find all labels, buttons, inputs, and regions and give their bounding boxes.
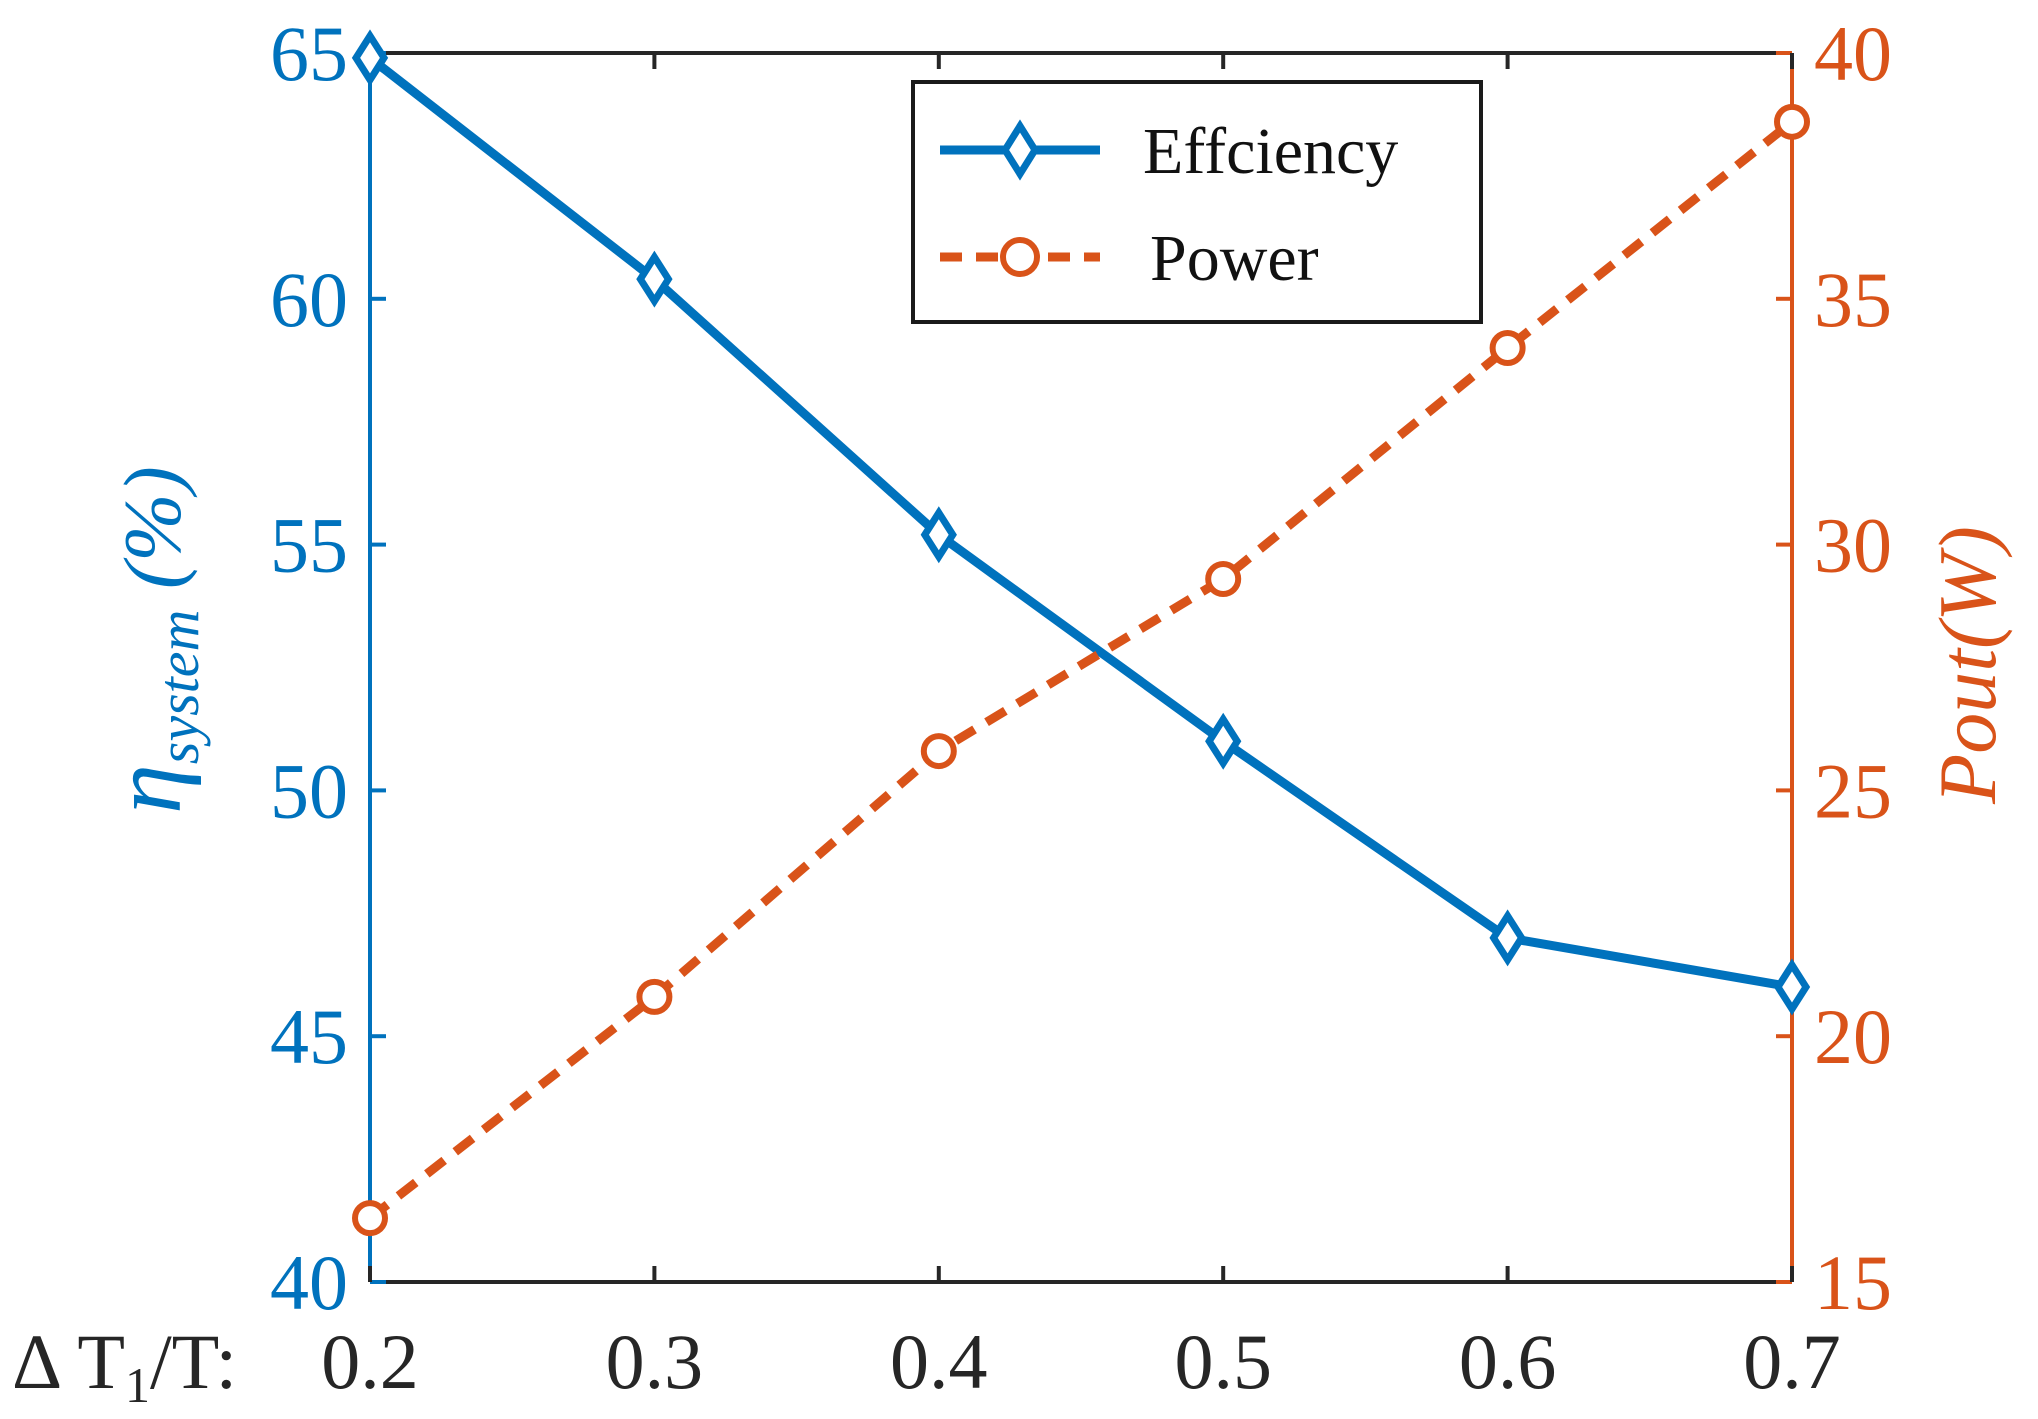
right-tick-label: 40 (1814, 10, 1892, 97)
series-effciency-point (1489, 909, 1526, 967)
left-axis-label-symbol: η (91, 764, 202, 814)
right-tick-label: 30 (1814, 502, 1892, 589)
x-axis-label-prefix: Δ T (12, 1318, 125, 1405)
legend-power-label: Power (1150, 222, 1319, 295)
x-tick-label: 0.5 (1174, 1318, 1272, 1405)
series-effciency-point (920, 506, 957, 564)
series-layer (351, 29, 1811, 1237)
series-effciency-point (636, 250, 673, 308)
legend: Effciency Power (911, 80, 1483, 324)
x-tick-label: 0.7 (1743, 1318, 1841, 1405)
series-effciency-point (1205, 712, 1242, 770)
series-power-point (1489, 329, 1526, 366)
left-tick-label: 40 (270, 1239, 348, 1326)
x-tick-label: 0.4 (890, 1318, 988, 1405)
right-tick-label: 20 (1814, 993, 1892, 1080)
right-axis-ticks: 15 20 25 30 35 40 (1776, 10, 1892, 1326)
series-effciency-line (367, 54, 1793, 992)
left-axis-label-subscript: system (146, 610, 211, 765)
left-tick-label: 55 (270, 502, 348, 589)
plot-frame (368, 51, 1794, 1284)
x-axis-label: Δ T1/T: (12, 1318, 237, 1413)
x-tick-label: 0.6 (1459, 1318, 1557, 1405)
legend-effciency-label: Effciency (1143, 115, 1398, 188)
right-tick-label: 35 (1814, 256, 1892, 343)
x-axis-ticks: 0.2 0.3 0.4 0.5 0.6 0.7 (321, 53, 1841, 1405)
x-tick-label: 0.3 (606, 1318, 704, 1405)
right-tick-label: 15 (1814, 1239, 1892, 1326)
series-power-point (352, 1200, 388, 1237)
series-power-point (1205, 561, 1242, 598)
x-tick-label: 0.2 (321, 1318, 419, 1405)
series-power-point (1774, 103, 1810, 140)
legend-box (911, 80, 1483, 324)
legend-power-marker (1000, 237, 1040, 277)
series-effciency-point (351, 29, 389, 87)
left-tick-label: 45 (270, 993, 348, 1080)
series-power-point (636, 978, 673, 1015)
right-tick-label: 25 (1814, 747, 1892, 834)
x-axis-label-subscript: 1 (125, 1357, 150, 1413)
left-tick-label: 50 (270, 747, 348, 834)
left-axis-ticks: 40 45 50 55 60 65 (270, 10, 386, 1326)
left-tick-label: 60 (270, 256, 348, 343)
right-axis-label: Pout(W) (1922, 526, 2013, 805)
series-power-point (920, 733, 957, 770)
left-axis-label: ηsystem (%) (91, 466, 211, 814)
x-axis-label-suffix: /T: (150, 1318, 237, 1405)
left-axis-label-suffix: (%) (107, 466, 198, 609)
legend-effciency-marker (1000, 119, 1040, 181)
series-effciency-point (1773, 958, 1811, 1016)
left-tick-label: 65 (270, 10, 348, 97)
series-power-line (367, 118, 1795, 1222)
